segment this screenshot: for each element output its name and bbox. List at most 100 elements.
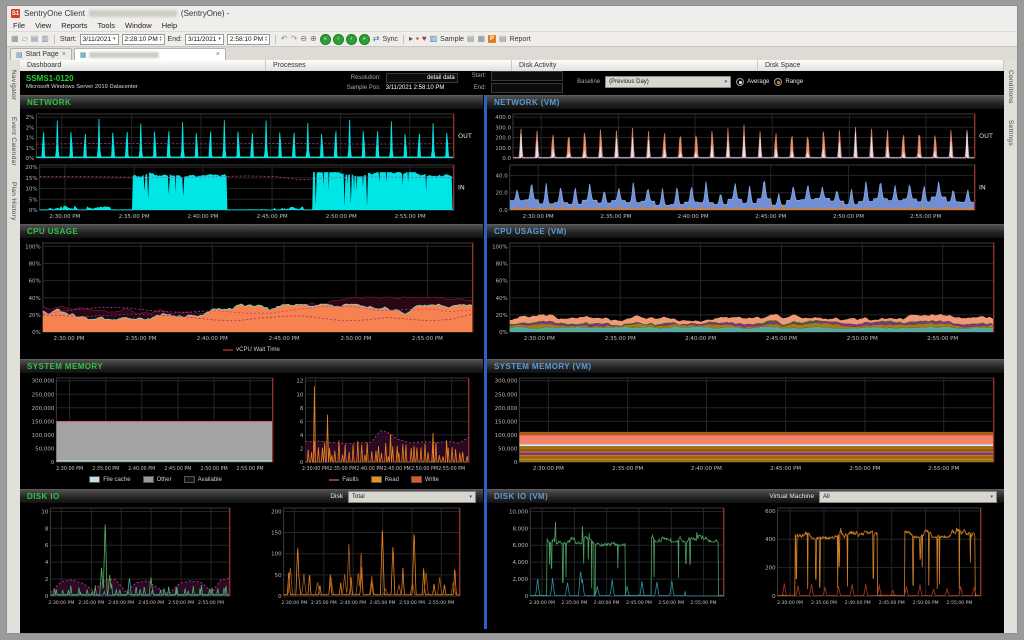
menu-tools[interactable]: Tools xyxy=(97,21,115,30)
spinner-icon[interactable]: ▴ ▾ xyxy=(265,34,267,42)
dock-tab-conditions[interactable]: Conditions xyxy=(1007,70,1014,104)
print-icon[interactable]: ▥ xyxy=(41,34,49,43)
svg-text:100,000: 100,000 xyxy=(495,433,518,439)
svg-text:40%: 40% xyxy=(29,296,41,302)
cpu-usage-vm-chart: 100% 80% 60% 40% 20% 0% 2:30:00 PM 2:35:00 PM 2:… xyxy=(490,240,1001,343)
svg-text:2:35:00 PM: 2:35:00 PM xyxy=(561,600,587,606)
menu-help[interactable]: Help xyxy=(161,21,178,30)
spinner-icon[interactable]: ▴ ▾ xyxy=(159,34,162,42)
disk-select[interactable]: Total ▾ xyxy=(348,490,476,503)
svg-text:4: 4 xyxy=(45,560,49,566)
close-icon[interactable]: × xyxy=(215,51,220,58)
svg-text:2:30:00 PM: 2:30:00 PM xyxy=(524,336,555,342)
menu-reports[interactable]: Reports xyxy=(61,21,88,30)
svg-text:2: 2 xyxy=(45,577,49,583)
sync-toggle[interactable]: Sync xyxy=(382,35,398,43)
open-icon[interactable]: ▱ xyxy=(21,34,28,43)
view-tab-processes[interactable]: Processes xyxy=(266,60,512,71)
jump-end-icon[interactable]: » xyxy=(358,33,370,45)
virtual-machine-select[interactable]: All ▾ xyxy=(819,490,997,503)
svg-text:0: 0 xyxy=(772,594,776,600)
svg-text:2:55:00 PM: 2:55:00 PM xyxy=(395,214,426,220)
menu-window[interactable]: Window xyxy=(125,21,152,30)
svg-text:6: 6 xyxy=(300,419,304,425)
export-icon[interactable]: ▦ xyxy=(477,34,486,43)
close-icon[interactable]: × xyxy=(61,51,66,58)
play-icon[interactable]: ▸ xyxy=(409,34,414,43)
zoom-in-icon[interactable]: ⊕ xyxy=(310,34,317,43)
svg-text:200: 200 xyxy=(271,509,282,515)
radio-dot xyxy=(774,78,783,86)
start-time-picker[interactable]: 2:28:10 PM ▴ ▾ xyxy=(121,33,165,45)
menu-file[interactable]: File xyxy=(13,21,26,30)
view-tab-disk-activity[interactable]: Disk Activity xyxy=(512,60,758,71)
legend-item: Available xyxy=(183,476,222,483)
performance-badge[interactable]: P xyxy=(488,35,497,43)
dock-tab-plan-history[interactable]: Plan History xyxy=(10,181,17,221)
panel-title: CPU USAGE xyxy=(27,227,79,236)
copy-icon[interactable]: ▤ xyxy=(466,34,475,43)
start-input[interactable] xyxy=(491,71,564,81)
zoom-out-icon[interactable]: ⊖ xyxy=(300,34,308,43)
svg-text:2:30:00 PM: 2:30:00 PM xyxy=(302,466,329,472)
dock-tab-navigator[interactable]: Navigator xyxy=(10,70,17,101)
radio-range[interactable]: Range xyxy=(774,78,803,86)
svg-text:0%: 0% xyxy=(26,156,35,162)
column-divider xyxy=(483,95,487,629)
chevron-down-icon: ▾ xyxy=(990,493,993,500)
step-forward-icon[interactable]: › xyxy=(345,33,357,45)
tab-start-page[interactable]: ▤ Start Page × xyxy=(10,48,72,60)
svg-text:2:40:00 PM: 2:40:00 PM xyxy=(187,214,218,220)
baseline-select[interactable]: (Previous Day) ▾ xyxy=(605,76,732,88)
sample-button[interactable]: Sample xyxy=(440,35,464,43)
radio-average[interactable]: Average xyxy=(736,78,769,86)
svg-text:1%: 1% xyxy=(26,136,35,142)
memory-usage-chart: 300,000 250,000 200,000 150,000 100,000 50,00… xyxy=(27,375,280,473)
range-fields: Start: End: xyxy=(472,71,564,93)
svg-text:10: 10 xyxy=(41,509,48,515)
menu-view[interactable]: View xyxy=(35,21,52,30)
save-icon[interactable]: ▤ xyxy=(30,34,39,43)
baseline-group: Baseline (Previous Day) ▾ Average Range xyxy=(577,76,803,88)
panel-memory: SYSTEM MEMORY 300,000 250,000 200,000 150,0… xyxy=(20,359,483,486)
svg-text:10,000: 10,000 xyxy=(509,509,529,515)
sync-icon[interactable]: ⇄ xyxy=(372,34,380,43)
dock-tab-settings[interactable]: Settings xyxy=(1007,119,1014,146)
faults-legend: Faults Read Write xyxy=(288,473,480,486)
panel-title: DISK IO xyxy=(27,492,60,501)
svg-text:400: 400 xyxy=(765,537,776,543)
report-button[interactable]: Report xyxy=(509,35,531,43)
svg-text:12: 12 xyxy=(297,379,304,385)
svg-text:2,000: 2,000 xyxy=(512,577,528,583)
redo-icon[interactable]: ↷ xyxy=(290,34,298,43)
view-tab-dashboard[interactable]: Dashboard xyxy=(20,60,266,71)
svg-text:0%: 0% xyxy=(32,330,41,336)
end-time-picker[interactable]: 2:58:10 PM ▴ ▾ xyxy=(226,33,270,45)
sample-pos-value: 3/11/2021 2:58:10 PM xyxy=(385,85,445,91)
jump-start-icon[interactable]: « xyxy=(319,33,331,45)
connect-icon[interactable]: ▦ xyxy=(11,34,19,43)
step-back-icon[interactable]: ‹ xyxy=(332,33,344,45)
svg-text:15%: 15% xyxy=(25,176,37,182)
undo-icon[interactable]: ↶ xyxy=(280,34,288,43)
svg-text:2:45:00 PM: 2:45:00 PM xyxy=(766,336,797,342)
svg-text:4,000: 4,000 xyxy=(512,560,528,566)
svg-text:2:55:00 PM: 2:55:00 PM xyxy=(927,336,958,342)
svg-text:2:50:00 PM: 2:50:00 PM xyxy=(168,600,194,606)
content-area: Dashboard Processes Disk Activity Disk Spac… xyxy=(20,60,1004,633)
view-tab-disk-space[interactable]: Disk Space xyxy=(758,60,1004,71)
svg-text:150,000: 150,000 xyxy=(32,419,55,425)
favorites-icon[interactable]: ♥ xyxy=(421,34,427,43)
end-input[interactable] xyxy=(491,83,564,93)
svg-text:300.0: 300.0 xyxy=(495,125,511,131)
end-date-picker[interactable]: 3/11/2021 ▾ xyxy=(184,33,224,45)
start-date-picker[interactable]: 3/11/2021 ▾ xyxy=(79,33,119,45)
svg-text:600: 600 xyxy=(765,509,776,515)
tab-server-dashboard[interactable]: ▦ × xyxy=(73,48,226,60)
svg-text:2:45:00 PM: 2:45:00 PM xyxy=(164,466,191,472)
stop-icon[interactable]: ▪ xyxy=(416,34,419,43)
dock-tab-event-calendar[interactable]: Event Calendar xyxy=(10,116,17,166)
panel-network: NETWORK 2% 2% 1% 1% 0% OUT 20% 15% 10% 5% 0% 2:30:… xyxy=(20,95,483,221)
svg-text:2:45:00 PM: 2:45:00 PM xyxy=(878,600,904,606)
panel-title: SYSTEM MEMORY xyxy=(27,362,104,371)
